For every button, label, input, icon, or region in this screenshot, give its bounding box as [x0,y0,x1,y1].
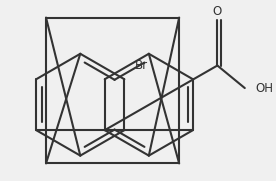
Text: O: O [213,5,222,18]
Text: Br: Br [134,59,148,72]
Text: OH: OH [256,82,274,94]
